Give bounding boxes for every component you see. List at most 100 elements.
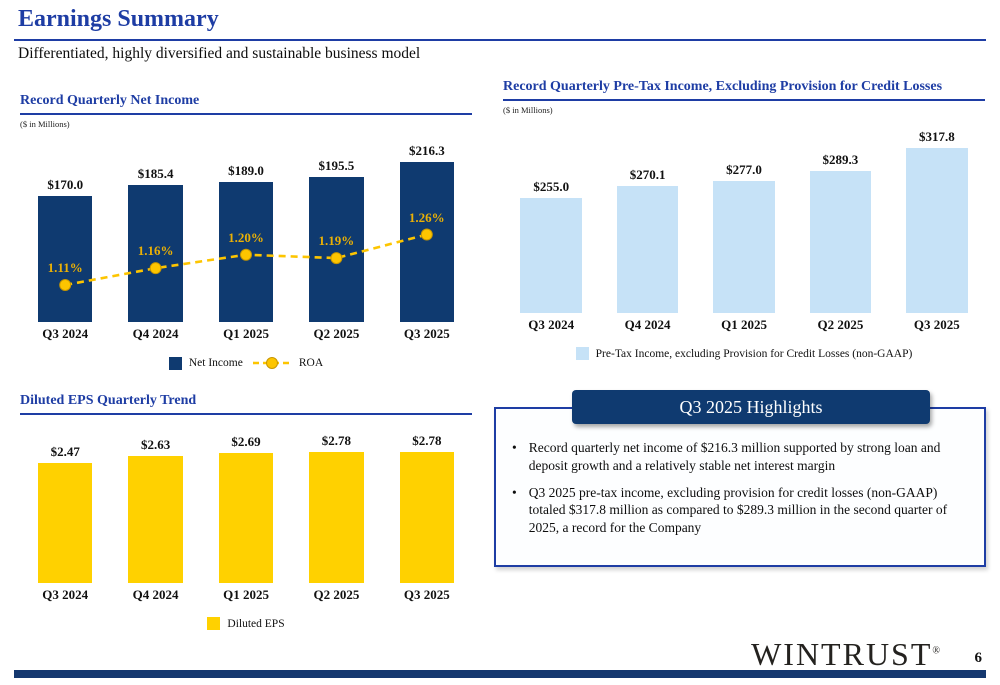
eps-chart-title: Diluted EPS Quarterly Trend <box>20 393 197 408</box>
legend-label-pretax: Pre-Tax Income, excluding Provision for … <box>595 347 913 360</box>
bar <box>616 186 679 314</box>
bullet-marker: • <box>512 440 517 455</box>
registered-trademark-mark: ® <box>932 645 942 657</box>
pretax-plot: $255.0 $270.1 $277.0 $289.3 $317.8 <box>503 123 985 314</box>
highlights-header: Q3 2025 Highlights <box>572 390 930 424</box>
bar-slot: $317.8 <box>889 123 985 314</box>
net-income-chart-title: Record Quarterly Net Income <box>20 93 200 108</box>
wintrust-logo-text: WINTRUST <box>751 636 933 672</box>
bar <box>128 456 183 584</box>
legend-label-roa: ROA <box>298 357 324 370</box>
bar-value-label: $2.63 <box>140 437 171 453</box>
legend-item-pretax: Pre-Tax Income, excluding Provision for … <box>575 347 913 361</box>
pretax-x-axis: Q3 2024 Q4 2024 Q1 2025 Q2 2025 Q3 2025 <box>503 317 985 333</box>
bar-value-label: $277.0 <box>726 162 762 178</box>
bullet-marker: • <box>512 484 517 500</box>
net-income-x-axis: Q3 2024 Q4 2024 Q1 2025 Q2 2025 Q3 2025 <box>20 326 472 342</box>
bar-slot: $170.0 <box>20 137 110 323</box>
roa-value-label: 1.11% <box>47 260 83 276</box>
bar-slot: $185.4 <box>110 137 200 323</box>
page-title: Earnings Summary <box>18 6 219 32</box>
x-axis-label: Q3 2024 <box>42 587 89 603</box>
bar-slot: $2.78 <box>291 433 381 584</box>
roa-value-label: 1.19% <box>318 233 355 249</box>
bar <box>38 196 93 323</box>
bar-value-label: $255.0 <box>533 179 570 195</box>
bar-value-label: $289.3 <box>822 152 859 168</box>
bar-value-label: $270.1 <box>629 167 666 183</box>
diluted-eps-chart-panel: Diluted EPS Quarterly Trend $2.47 $2.63 $2… <box>20 392 472 650</box>
pretax-swatch <box>575 347 589 361</box>
roa-value-label: 1.26% <box>408 209 445 225</box>
x-axis-label: Q4 2024 <box>624 317 671 333</box>
bar-value-label: $317.8 <box>918 129 955 145</box>
legend-item-roa: ROA <box>252 356 323 370</box>
highlight-bullet: • Record quarterly net income of $216.3 m… <box>512 439 964 475</box>
legend-label-eps: Diluted EPS <box>227 617 285 630</box>
net-income-legend: Net Income ROA <box>20 356 472 370</box>
eps-heading-divider <box>20 413 472 416</box>
bar <box>399 452 454 584</box>
bar-slot: $277.0 <box>696 123 792 314</box>
eps-x-axis: Q3 2024 Q4 2024 Q1 2025 Q2 2025 Q3 2025 <box>20 587 472 603</box>
x-axis-label: Q3 2024 <box>42 326 89 342</box>
bar-value-label: $2.47 <box>50 444 80 460</box>
bar <box>218 453 274 584</box>
x-axis-label: Q1 2025 <box>223 587 269 603</box>
eps-plot: $2.47 $2.63 $2.69 $2.78 $2.78 <box>20 433 472 584</box>
bar <box>38 463 93 584</box>
pretax-chart-title: Record Quarterly Pre-Tax Income, Excludi… <box>503 79 943 94</box>
net-income-heading-divider <box>20 113 472 116</box>
bar-slot: $2.47 <box>20 433 110 584</box>
title-divider <box>14 39 986 41</box>
bar <box>520 198 583 314</box>
x-axis-label: Q1 2025 <box>223 326 269 342</box>
pretax-income-chart-panel: Record Quarterly Pre-Tax Income, Excludi… <box>503 78 985 384</box>
bottom-accent-bar <box>14 670 986 678</box>
roa-value-label: 1.16% <box>137 243 174 259</box>
bar-slot: $216.3 <box>382 137 472 323</box>
bar-value-label: $189.0 <box>228 163 264 179</box>
bar-value-label: $216.3 <box>408 143 445 159</box>
bar-slot: $2.69 <box>201 433 291 584</box>
pretax-legend: Pre-Tax Income, excluding Provision for … <box>503 347 985 361</box>
bar <box>713 181 775 314</box>
highlights-bullet-list: • Record quarterly net income of $216.3 m… <box>496 409 984 554</box>
eps-swatch <box>207 617 221 631</box>
bullet-text: Q3 2025 pre-tax income, excluding provis… <box>528 484 948 536</box>
legend-item-eps: Diluted EPS <box>207 617 285 631</box>
x-axis-label: Q2 2025 <box>313 326 360 342</box>
legend-item-net-income: Net Income <box>168 356 243 370</box>
roa-value-label: 1.20% <box>228 229 264 245</box>
x-axis-label: Q3 2025 <box>403 587 450 603</box>
bar-value-label: $2.69 <box>231 434 261 450</box>
roa-dashed-line-icon <box>252 356 292 370</box>
legend-label-net-income: Net Income <box>188 357 243 370</box>
bar-slot: $255.0 <box>503 123 599 314</box>
bar-slot: $2.63 <box>110 433 200 584</box>
bar <box>809 171 872 314</box>
x-axis-label: Q2 2025 <box>817 317 864 333</box>
net-income-swatch <box>168 356 182 370</box>
bar <box>309 452 364 584</box>
bar <box>905 148 968 314</box>
net-income-units-note: ($ in Millions) <box>20 119 70 130</box>
x-axis-label: Q2 2025 <box>313 587 360 603</box>
bar-value-label: $2.78 <box>321 433 352 449</box>
net-income-plot: $170.0 $185.4 $189.0 $195.5 $216.3 1.11% 1.16%… <box>20 137 472 323</box>
x-axis-label: Q3 2025 <box>403 326 450 342</box>
bar-value-label: $185.4 <box>137 166 174 182</box>
pretax-heading-divider <box>503 99 985 102</box>
bullet-text: Record quarterly net income of $216.3 mi… <box>528 440 941 473</box>
page-number: 6 <box>974 650 983 666</box>
eps-legend: Diluted EPS <box>20 617 472 631</box>
highlights-box: • Record quarterly net income of $216.3 m… <box>494 407 986 567</box>
bar <box>309 177 364 323</box>
bar-slot: $289.3 <box>792 123 888 314</box>
wintrust-logo: WINTRUST® <box>751 636 942 673</box>
x-axis-label: Q3 2024 <box>528 317 575 333</box>
net-income-chart-panel: Record Quarterly Net Income ($ in Millio… <box>20 92 472 384</box>
bar <box>218 182 274 323</box>
bar-value-label: $170.0 <box>47 177 84 193</box>
